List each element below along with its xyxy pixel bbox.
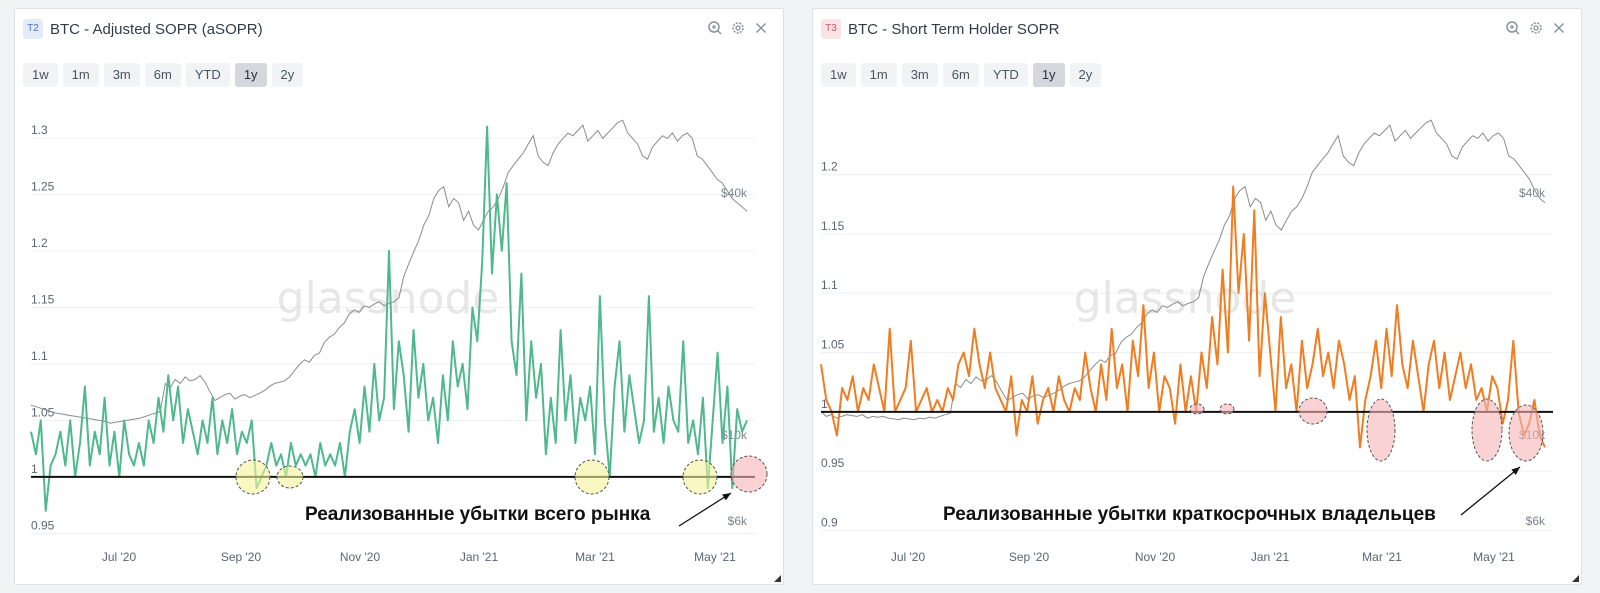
price-line [30, 119, 748, 424]
panel-badge: T2 [23, 19, 43, 39]
range-button-1m[interactable]: 1m [860, 63, 897, 87]
highlight-yellow [276, 465, 304, 489]
price-tick-label: $40k [1519, 186, 1546, 200]
range-button-3m[interactable]: 3m [103, 63, 140, 87]
x-tick-label: Sep '20 [1009, 550, 1050, 564]
panel-title: BTC - Short Term Holder SOPR [848, 20, 1060, 38]
zoom-icon[interactable] [1505, 20, 1521, 36]
y-tick-label: 1.1 [31, 349, 48, 363]
price-tick-label: $6k [728, 514, 748, 528]
watermark: glassnode [1074, 273, 1297, 324]
annotation-text: Реализованные убытки всего рынка [305, 504, 651, 525]
annotation-arrowhead [722, 493, 731, 501]
close-icon[interactable] [1551, 20, 1567, 36]
y-tick-label: 1.1 [821, 278, 838, 292]
x-tick-label: May '21 [1473, 550, 1515, 564]
x-tick-label: Jul '20 [891, 550, 926, 564]
range-button-ytd[interactable]: YTD [185, 63, 230, 87]
range-button-2y[interactable]: 2y [1069, 63, 1102, 87]
y-tick-label: 1.2 [31, 236, 48, 250]
header-icons [707, 20, 769, 36]
y-tick-label: 1 [31, 462, 38, 476]
price-tick-label: $6k [1526, 514, 1546, 528]
y-tick-label: 0.95 [821, 456, 845, 470]
range-button-1m[interactable]: 1m [62, 63, 99, 87]
asopr-line [30, 125, 748, 512]
zoom-icon[interactable] [707, 20, 723, 36]
annotation-arrow [678, 492, 732, 527]
x-tick-label: Nov '20 [1135, 550, 1176, 564]
range-button-ytd[interactable]: YTD [983, 63, 1028, 87]
x-tick-label: Jul '20 [102, 550, 137, 564]
x-tick-label: Sep '20 [221, 550, 262, 564]
range-selector: 1w 1m 3m 6m YTD 1y 2y [821, 63, 1102, 87]
x-tick-label: Jan '21 [460, 550, 499, 564]
panel-header: T2 BTC - Adjusted SOPR (aSOPR) [15, 9, 783, 49]
highlight-yellow [235, 459, 271, 495]
x-tick-label: Mar '21 [575, 550, 615, 564]
panel-badge: T3 [821, 19, 841, 39]
header-icons [1505, 20, 1567, 36]
resize-handle[interactable] [774, 575, 781, 582]
range-button-2y[interactable]: 2y [271, 63, 304, 87]
range-button-1y[interactable]: 1y [1032, 63, 1065, 87]
chart-plot-area[interactable]: 1.2 1.15 1.1 1.05 1 0.95 0.9 Jul '20 Sep '20 Nov … [813, 89, 1581, 564]
chart-plot-area[interactable]: 1.3 1.25 1.2 1.15 1.1 1.05 1 0.95 Jul '20 Sep '20… [15, 89, 783, 564]
price-line [820, 119, 1546, 421]
highlight-red [1298, 397, 1328, 425]
y-tick-label: 1.25 [31, 179, 55, 193]
highlight-yellow [682, 459, 718, 495]
range-button-1w[interactable]: 1w [23, 63, 58, 87]
highlight-yellow [574, 459, 610, 495]
y-tick-label: 1.05 [821, 338, 845, 352]
sth-sopr-line [820, 185, 1546, 449]
panel-title: BTC - Adjusted SOPR (aSOPR) [50, 20, 263, 38]
range-button-6m[interactable]: 6m [144, 63, 181, 87]
highlight-red [1508, 404, 1544, 462]
y-tick-label: 0.95 [31, 518, 55, 532]
x-tick-label: Jan '21 [1251, 550, 1290, 564]
y-tick-label: 1.05 [31, 405, 55, 419]
range-selector: 1w 1m 3m 6m YTD 1y 2y [23, 63, 304, 87]
highlight-red [1366, 398, 1396, 462]
y-tick-label: 1.15 [821, 219, 845, 233]
gear-icon[interactable] [1528, 20, 1544, 36]
resize-handle[interactable] [1572, 575, 1579, 582]
range-button-1w[interactable]: 1w [821, 63, 856, 87]
chart-panel-sth-sopr: T3 BTC - Short Term Holder SOPR 1w 1m 3m… [812, 8, 1582, 585]
highlight-red [1189, 403, 1205, 415]
price-tick-label: $40k [721, 186, 748, 200]
annotation-arrow [1460, 466, 1521, 516]
x-tick-label: Nov '20 [340, 550, 381, 564]
highlight-red [1219, 403, 1235, 415]
y-tick-label: 1 [821, 397, 828, 411]
y-tick-label: 1.15 [31, 292, 55, 306]
y-tick-label: 1.2 [821, 160, 838, 174]
highlight-red [730, 455, 768, 493]
annotation-text: Реализованные убытки краткосрочных владе… [943, 504, 1436, 525]
panel-header: T3 BTC - Short Term Holder SOPR [813, 9, 1581, 49]
y-tick-label: 0.9 [821, 515, 838, 529]
highlight-red [1471, 398, 1503, 462]
gear-icon[interactable] [730, 20, 746, 36]
annotation-arrowhead [1511, 467, 1520, 475]
chart-panel-asopr: T2 BTC - Adjusted SOPR (aSOPR) 1w 1m 3m … [14, 8, 784, 585]
close-icon[interactable] [753, 20, 769, 36]
range-button-1y[interactable]: 1y [234, 63, 267, 87]
x-tick-label: May '21 [694, 550, 736, 564]
range-button-6m[interactable]: 6m [942, 63, 979, 87]
y-tick-label: 1.3 [31, 123, 48, 137]
range-button-3m[interactable]: 3m [901, 63, 938, 87]
x-tick-label: Mar '21 [1362, 550, 1402, 564]
